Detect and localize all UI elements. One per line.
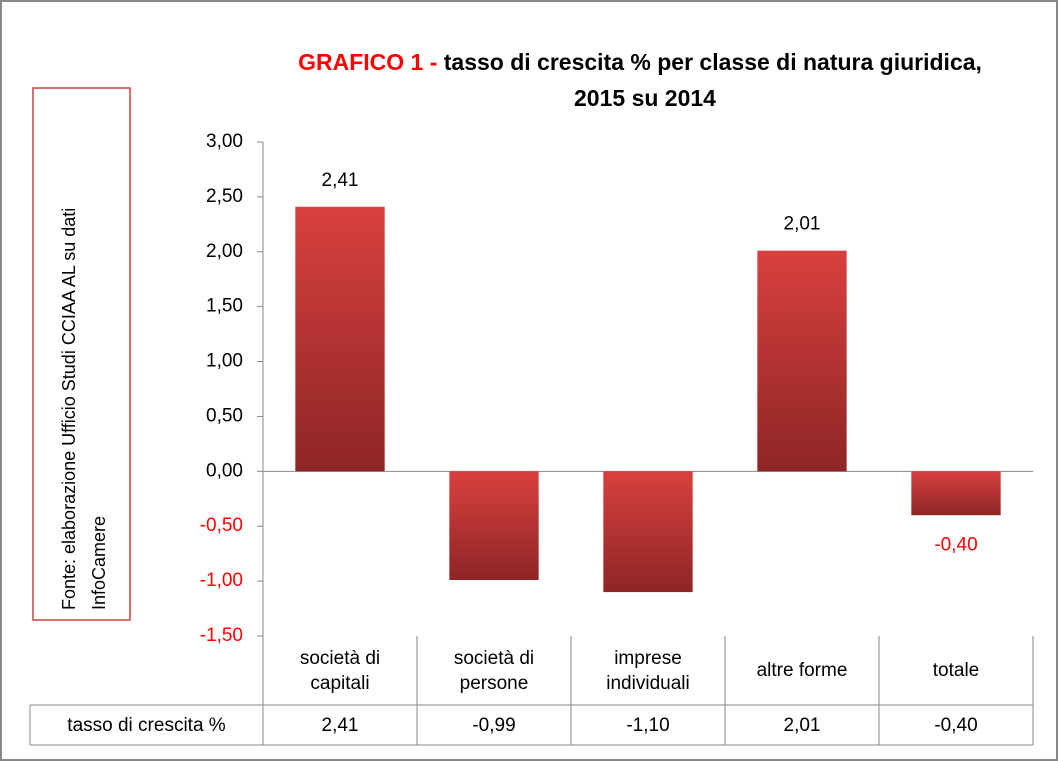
source-text: InfoCamere <box>89 516 109 610</box>
title-highlight: GRAFICO 1 - <box>298 49 437 75</box>
value-label: -0,40 <box>934 534 977 555</box>
x-tick-label: imprese individuali <box>606 647 690 694</box>
table-cell: -0,99 <box>472 714 516 736</box>
source-box <box>32 87 131 621</box>
source-text: Fonte: elaborazione Ufficio Studi CCIAA … <box>59 208 79 610</box>
bar <box>911 471 1001 516</box>
y-tick-label: 0,00 <box>206 460 243 481</box>
title-line: 2015 su 2014 <box>574 85 716 111</box>
bar <box>449 471 539 581</box>
x-tick-label: società di capitali <box>299 647 381 694</box>
y-tick-label: 1,50 <box>206 296 243 317</box>
y-tick-label: -0,50 <box>200 515 243 536</box>
bar <box>603 471 693 593</box>
x-tick-label: totale <box>932 660 980 681</box>
value-label: 2,41 <box>322 170 359 191</box>
y-tick-label: 2,50 <box>206 186 243 207</box>
y-tick-label: 0,50 <box>206 405 243 426</box>
value-label: 2,01 <box>784 214 821 235</box>
y-tick-label: 2,00 <box>206 241 243 262</box>
y-tick-label: -1,50 <box>200 625 243 646</box>
chart-title: GRAFICO 1 - tasso di crescita % per clas… <box>298 49 982 75</box>
y-tick-label: -1,00 <box>200 570 243 591</box>
title-line: tasso di crescita % per classe di natura… <box>444 49 982 75</box>
bar <box>757 250 847 472</box>
table-row-label: tasso di crescita % <box>67 714 226 736</box>
table-cell: -1,10 <box>626 714 670 736</box>
x-tick-label: società di persone <box>453 647 535 694</box>
bar <box>295 206 385 472</box>
table-cell: 2,01 <box>783 714 821 736</box>
x-tick-label: altre forme <box>756 660 848 681</box>
y-tick-label: 3,00 <box>206 131 243 152</box>
y-tick-label: 1,00 <box>206 351 243 372</box>
table-cell: -0,40 <box>934 714 978 736</box>
table-cell: 2,41 <box>321 714 359 736</box>
